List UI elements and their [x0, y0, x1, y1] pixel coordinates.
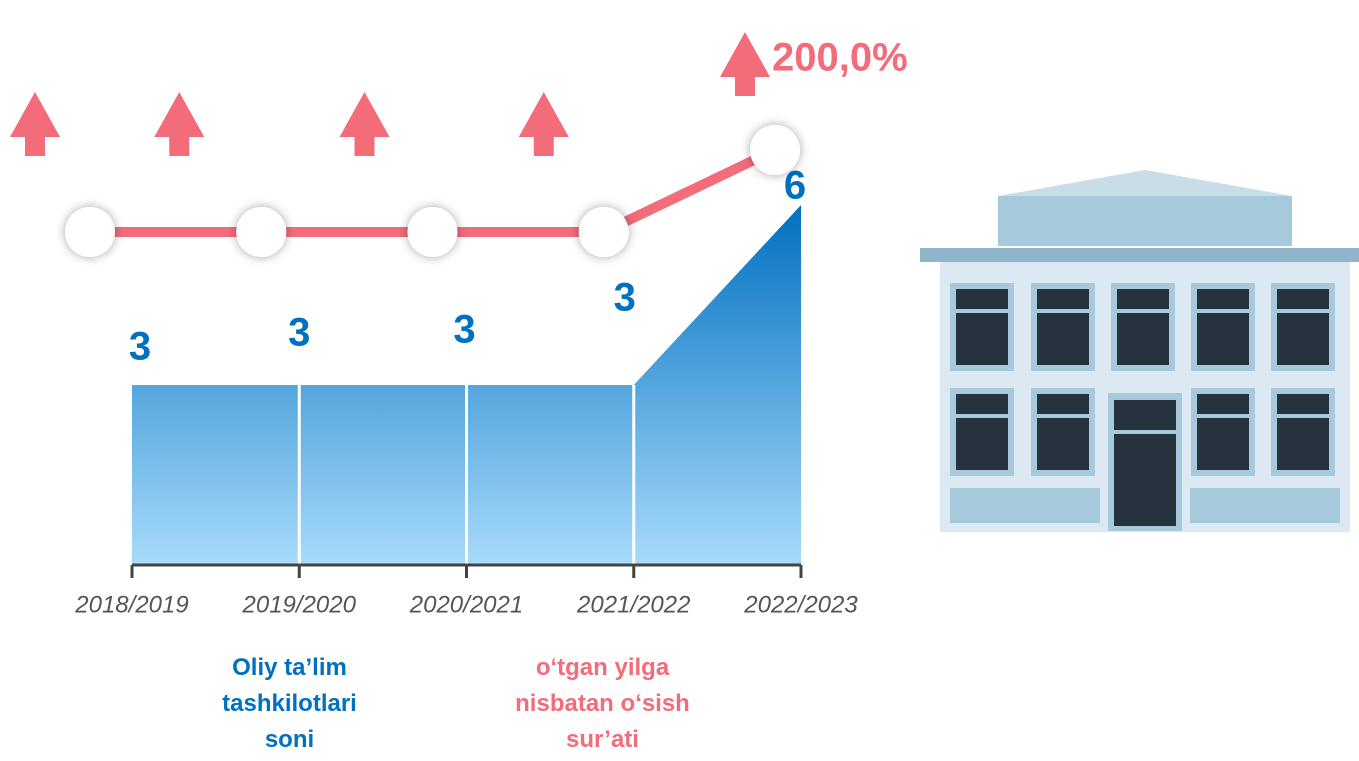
window-bar	[1277, 414, 1329, 418]
legend-entry: o‘tgan yilga nisbatan o‘sish sur’ati	[515, 654, 690, 753]
value-label: 6	[784, 164, 806, 208]
window-pane	[956, 289, 1008, 365]
window-bar	[956, 309, 1008, 313]
window-pane	[1197, 289, 1249, 365]
window-pane	[1197, 394, 1249, 470]
x-tick-label: 2022/2023	[743, 591, 858, 618]
legend-entry: Oliy ta’lim tashkilotlari soni	[222, 654, 357, 753]
x-tick-label: 2019/2020	[242, 591, 357, 618]
window-pane	[1277, 289, 1329, 365]
window-pane	[1037, 394, 1089, 470]
window-bar	[1117, 309, 1169, 313]
growth-arrow	[154, 92, 205, 156]
window-bar	[1197, 309, 1249, 313]
window-bar	[1197, 414, 1249, 418]
window-pane	[1037, 289, 1089, 365]
value-label: 3	[288, 311, 310, 355]
window-bar	[1277, 309, 1329, 313]
x-tick-label: 2021/2022	[576, 591, 690, 618]
window-pane	[1277, 394, 1329, 470]
growth-arrow	[10, 92, 60, 156]
x-tick-label: 2020/2021	[409, 591, 523, 618]
window-bar	[1037, 414, 1089, 418]
building-illustration	[920, 170, 1359, 532]
point	[236, 207, 287, 257]
value-label: 3	[614, 276, 636, 320]
value-label: 3	[129, 325, 151, 369]
point	[750, 125, 800, 175]
window-bar	[1037, 309, 1089, 313]
window-pane	[956, 394, 1008, 470]
point	[65, 207, 115, 257]
point	[407, 207, 458, 257]
window-pane	[1117, 289, 1169, 365]
point	[578, 207, 629, 257]
value-label: 200,0%	[772, 36, 908, 80]
window-bar	[956, 414, 1008, 418]
growth-arrow	[720, 32, 770, 96]
growth-arrow	[339, 92, 390, 156]
x-tick-label: 2018/2019	[74, 591, 188, 618]
growth-arrow	[518, 92, 569, 156]
value-label: 3	[453, 308, 475, 352]
